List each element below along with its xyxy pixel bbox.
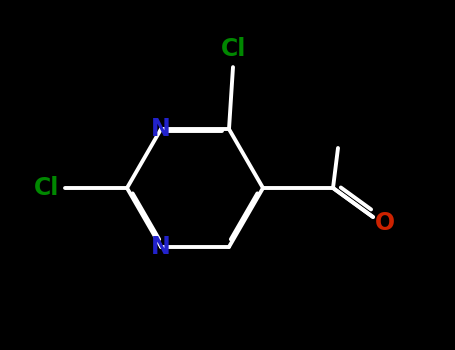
- Text: N: N: [151, 117, 171, 141]
- Text: Cl: Cl: [221, 37, 247, 61]
- Text: Cl: Cl: [34, 176, 60, 200]
- Text: N: N: [151, 235, 171, 259]
- Text: O: O: [375, 211, 395, 235]
